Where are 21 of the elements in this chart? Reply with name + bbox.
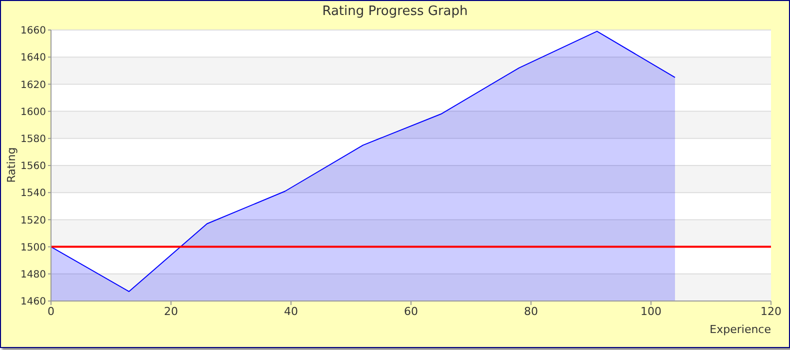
y-tick-label: 1540 <box>20 188 46 200</box>
y-tick-label: 1600 <box>20 106 46 118</box>
chart-title: Rating Progress Graph <box>321 4 469 19</box>
y-tick-label: 1660 <box>20 26 46 37</box>
x-tick-label: 0 <box>48 304 54 318</box>
x-axis-title: Experience <box>710 323 771 336</box>
y-tick-label: 1620 <box>20 80 46 91</box>
y-tick-label: 1580 <box>20 134 46 145</box>
x-tick-label: 60 <box>404 304 418 318</box>
y-tick-label: 1640 <box>20 52 46 64</box>
y-axis-title: Rating <box>5 146 19 185</box>
x-tick-label: 120 <box>760 304 782 318</box>
x-tick-label: 100 <box>640 304 662 318</box>
y-tick-label: 1520 <box>20 215 46 226</box>
y-tick-label: 1560 <box>20 161 46 172</box>
x-tick-label: 80 <box>524 304 538 318</box>
x-tick-label: 40 <box>284 304 298 318</box>
y-tick-label: 1480 <box>20 269 46 280</box>
x-tick-label: 20 <box>164 304 178 318</box>
y-tick-label: 1460 <box>20 296 46 308</box>
y-tick-label: 1500 <box>20 242 46 254</box>
